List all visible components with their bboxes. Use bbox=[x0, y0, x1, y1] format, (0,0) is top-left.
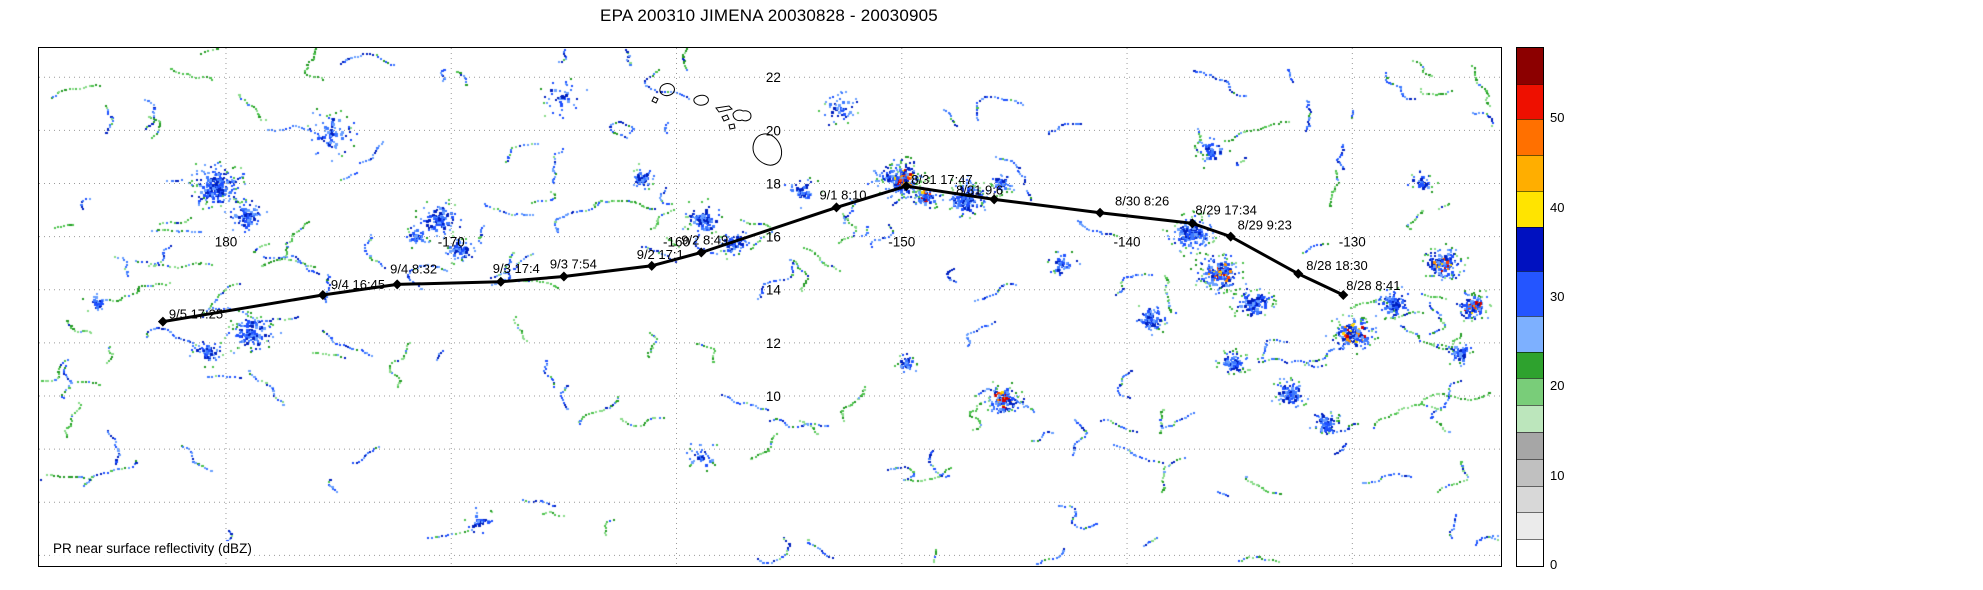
track-point-marker bbox=[901, 181, 912, 192]
map-overlay: 180 -170 -160 -150 -140 -130222018161412109/5… bbox=[39, 48, 1501, 566]
track-point-marker bbox=[1225, 231, 1236, 242]
colorbar-segment bbox=[1517, 315, 1543, 352]
graticule bbox=[39, 48, 1501, 566]
lat-axis-label: 10 bbox=[766, 389, 781, 404]
colorbar-scale bbox=[1516, 47, 1544, 567]
track-point-label: 8/28 8:41 bbox=[1346, 278, 1400, 293]
colorbar-segment bbox=[1517, 431, 1543, 459]
track-point-marker bbox=[1187, 218, 1198, 229]
track-point-label: 8/29 9:23 bbox=[1238, 218, 1292, 233]
track-point-label: 9/2 8:49 bbox=[681, 233, 728, 248]
island-oahu bbox=[693, 94, 709, 106]
track-point-marker bbox=[558, 271, 569, 282]
colorbar-segment bbox=[1517, 458, 1543, 486]
figure-title: EPA 200310 JIMENA 20030828 - 20030905 bbox=[600, 6, 938, 25]
track-point-label: 8/31 17:47 bbox=[911, 172, 972, 187]
colorbar-segment bbox=[1517, 485, 1543, 513]
track-point-label: 9/4 8:32 bbox=[390, 261, 437, 276]
lon-axis-label: -130 bbox=[1339, 235, 1366, 250]
track-point-label: 9/1 8:10 bbox=[819, 187, 866, 202]
colorbar-tick-label: 50 bbox=[1550, 110, 1565, 126]
colorbar-segment bbox=[1517, 119, 1543, 156]
track-point-label: 9/4 16:45 bbox=[331, 277, 385, 292]
colorbar-segment bbox=[1517, 378, 1543, 406]
colorbar-segment bbox=[1517, 83, 1543, 120]
hawaii-islands bbox=[651, 83, 783, 166]
colorbar-tick-label: 0 bbox=[1550, 557, 1558, 572]
island-hawaii bbox=[752, 133, 783, 166]
reflectivity-caption: PR near surface reflectivity (dBZ) bbox=[51, 541, 254, 556]
track-point-marker bbox=[696, 247, 707, 258]
track-point-label: 9/2 17:1 bbox=[637, 247, 684, 262]
island-maui bbox=[732, 109, 752, 122]
track-point-label: 9/5 17:25 bbox=[169, 307, 223, 322]
colorbar-segment bbox=[1517, 405, 1543, 432]
colorbar-segment bbox=[1517, 155, 1543, 191]
colorbar-segment bbox=[1517, 271, 1543, 316]
track-markers bbox=[157, 181, 1349, 327]
colorbar-segment bbox=[1517, 226, 1543, 272]
track-point-marker bbox=[392, 279, 403, 290]
colorbar-segment bbox=[1517, 190, 1543, 227]
lon-axis-label: -160 bbox=[663, 235, 690, 250]
lon-axis-label: -170 bbox=[438, 235, 465, 250]
track-point-label: 8/29 17:34 bbox=[1195, 202, 1256, 217]
colorbar-tick-label: 40 bbox=[1550, 199, 1565, 215]
track-point-label: 9/3 7:54 bbox=[550, 256, 597, 271]
track-point-marker bbox=[317, 290, 328, 301]
colorbar: 0 10 20 30 40 50 bbox=[1516, 47, 1586, 572]
track-point-marker bbox=[831, 202, 842, 213]
track-point-marker bbox=[495, 276, 506, 287]
track-point-marker bbox=[1095, 207, 1106, 218]
island-kahoolawe bbox=[728, 123, 736, 130]
track-point-marker bbox=[989, 194, 1000, 205]
track-point-label: 8/31 9:6 bbox=[956, 182, 1003, 197]
colorbar-tick-label: 20 bbox=[1550, 378, 1565, 394]
colorbar-segment bbox=[1517, 48, 1543, 84]
track-point-label: 9/3 17:4 bbox=[493, 261, 540, 276]
lat-axis-label: 16 bbox=[766, 230, 781, 245]
island-niihau bbox=[651, 96, 659, 104]
lat-axis-label: 14 bbox=[766, 283, 782, 298]
colorbar-segment bbox=[1517, 539, 1543, 566]
track-point-marker bbox=[157, 316, 168, 327]
colorbar-segment bbox=[1517, 512, 1543, 540]
map-plot: 180 -170 -160 -150 -140 -130 22 20 18 16 14 12 10 9/5… bbox=[38, 47, 1502, 567]
island-kauai bbox=[659, 83, 675, 97]
island-molokai bbox=[715, 105, 733, 113]
lat-axis-label: 12 bbox=[766, 336, 781, 351]
track-point-label: 8/30 8:26 bbox=[1115, 194, 1169, 209]
track-point-marker bbox=[1293, 268, 1304, 279]
colorbar-tick-label: 10 bbox=[1550, 467, 1565, 483]
track-point-marker bbox=[646, 260, 657, 271]
lon-axis-label: -150 bbox=[888, 235, 915, 250]
track-point-label: 8/28 18:30 bbox=[1306, 258, 1367, 273]
lat-axis-label: 22 bbox=[766, 70, 781, 85]
lat-axis-label: 18 bbox=[766, 176, 781, 191]
lon-axis-label: 180 bbox=[215, 235, 238, 250]
track-point-marker bbox=[1338, 290, 1349, 301]
lon-axis-label: -140 bbox=[1114, 235, 1141, 250]
island-lanai bbox=[721, 114, 730, 122]
track-labels: 9/5 17:25 9/4 16:45 9/4 8:32 9/3 17:4 9/3 7:… bbox=[169, 172, 1401, 321]
colorbar-segment bbox=[1517, 351, 1543, 379]
colorbar-tick-label: 30 bbox=[1550, 289, 1565, 305]
